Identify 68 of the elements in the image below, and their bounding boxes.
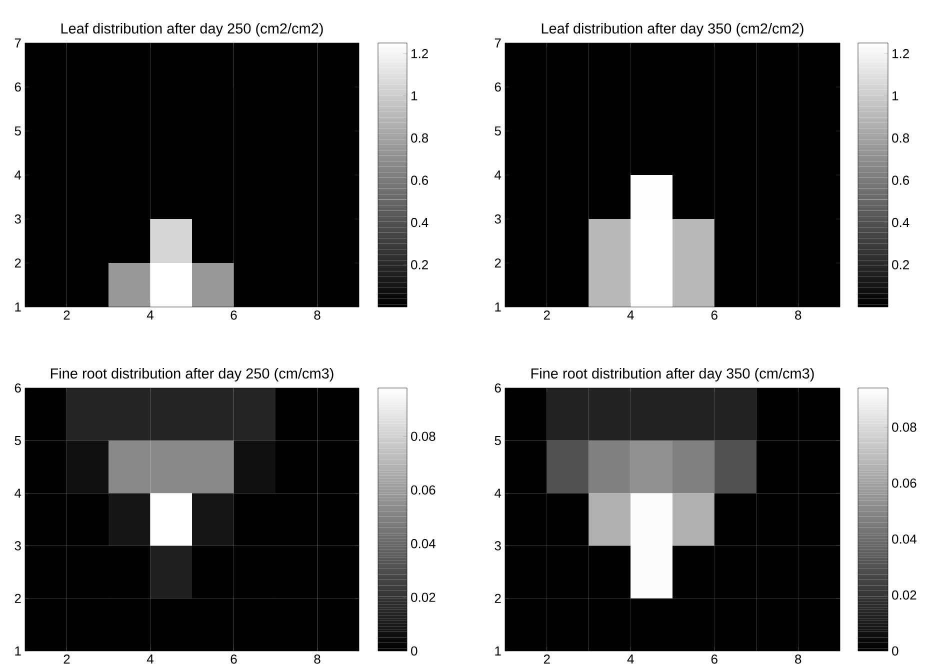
y-tick-label: 6 (494, 383, 501, 393)
y-tick-label: 5 (14, 126, 21, 136)
x-tick-label: 2 (64, 310, 70, 320)
x-tick-label: 2 (64, 654, 70, 664)
chart-title: Leaf distribution after day 350 (cm2/cm2) (542, 22, 804, 36)
color-bar-label: 0.06 (892, 478, 916, 488)
x-tick-label: 4 (146, 310, 154, 320)
y-tick-label: 1 (495, 302, 501, 312)
color-bar-label: 0.02 (411, 592, 436, 602)
y-tick-label: 1 (15, 646, 21, 656)
y-tick-label: 2 (14, 594, 21, 603)
color-bar-label: 1 (892, 91, 898, 100)
color-bar-label: 0.04 (892, 534, 916, 544)
color-bar-label: 0.2 (411, 260, 428, 270)
y-tick-label: 6 (494, 82, 501, 92)
x-tick-label: 6 (230, 310, 237, 320)
color-bar-label: 0.4 (411, 218, 428, 228)
y-tick-label: 4 (14, 170, 22, 180)
color-bar-label: 0 (892, 646, 898, 656)
y-tick-label: 2 (494, 594, 501, 603)
y-tick-label: 6 (14, 82, 21, 92)
x-tick-label: 8 (795, 310, 802, 320)
x-tick-label: 6 (711, 310, 718, 320)
color-bar-label: 0.2 (892, 260, 909, 270)
y-tick-label: 2 (494, 258, 501, 268)
x-tick-label: 4 (146, 654, 154, 664)
y-tick-label: 5 (14, 436, 21, 446)
y-tick-label: 5 (494, 126, 501, 136)
y-tick-label: 4 (494, 488, 502, 498)
color-bar-label: 1 (412, 91, 418, 100)
y-tick-label: 3 (494, 214, 501, 224)
x-tick-label: 4 (627, 654, 634, 664)
color-bar-label: 0.6 (411, 176, 428, 185)
x-tick-label: 8 (795, 654, 802, 664)
color-bar-label: 0.8 (411, 133, 428, 143)
y-tick-label: 6 (14, 383, 21, 393)
chart-title: Leaf distribution after day 250 (cm2/cm2) (61, 22, 323, 36)
y-tick-label: 7 (14, 38, 21, 48)
x-tick-label: 4 (627, 310, 634, 320)
color-bar-label: 0.4 (892, 218, 910, 228)
color-bar-label: 0.6 (892, 176, 910, 185)
y-tick-label: 3 (14, 214, 21, 224)
y-tick-label: 3 (14, 541, 21, 550)
x-tick-label: 6 (711, 654, 718, 664)
y-tick-label: 4 (494, 170, 502, 180)
x-tick-label: 6 (230, 654, 237, 664)
color-bar-label: 0.8 (892, 133, 910, 143)
color-bar-label: 1.2 (892, 49, 909, 58)
x-tick-label: 2 (544, 654, 550, 664)
x-tick-label: 2 (544, 310, 550, 320)
color-bar-label: 1.2 (412, 49, 428, 58)
color-bar-label: 0.04 (411, 539, 436, 548)
chart-title: Fine root distribution after day 250 (cm/cm3) (50, 368, 334, 382)
color-bar-label: 0 (411, 646, 418, 656)
color-bar-label: 0.08 (892, 422, 916, 432)
y-tick-label: 3 (494, 541, 501, 550)
y-tick-label: 2 (14, 258, 21, 268)
x-tick-label: 8 (314, 310, 320, 320)
x-tick-label: 8 (314, 654, 320, 664)
y-tick-label: 1 (495, 646, 501, 656)
color-bar-label: 0.06 (411, 485, 436, 495)
color-bar-label: 0.02 (892, 590, 916, 600)
y-tick-label: 5 (494, 436, 501, 446)
color-bar-label: 0.08 (411, 432, 436, 441)
y-tick-label: 4 (14, 488, 22, 498)
y-tick-label: 1 (15, 302, 21, 312)
chart-title: Fine root distribution after day 350 (cm/cm3) (531, 368, 814, 382)
y-tick-label: 7 (494, 38, 501, 48)
